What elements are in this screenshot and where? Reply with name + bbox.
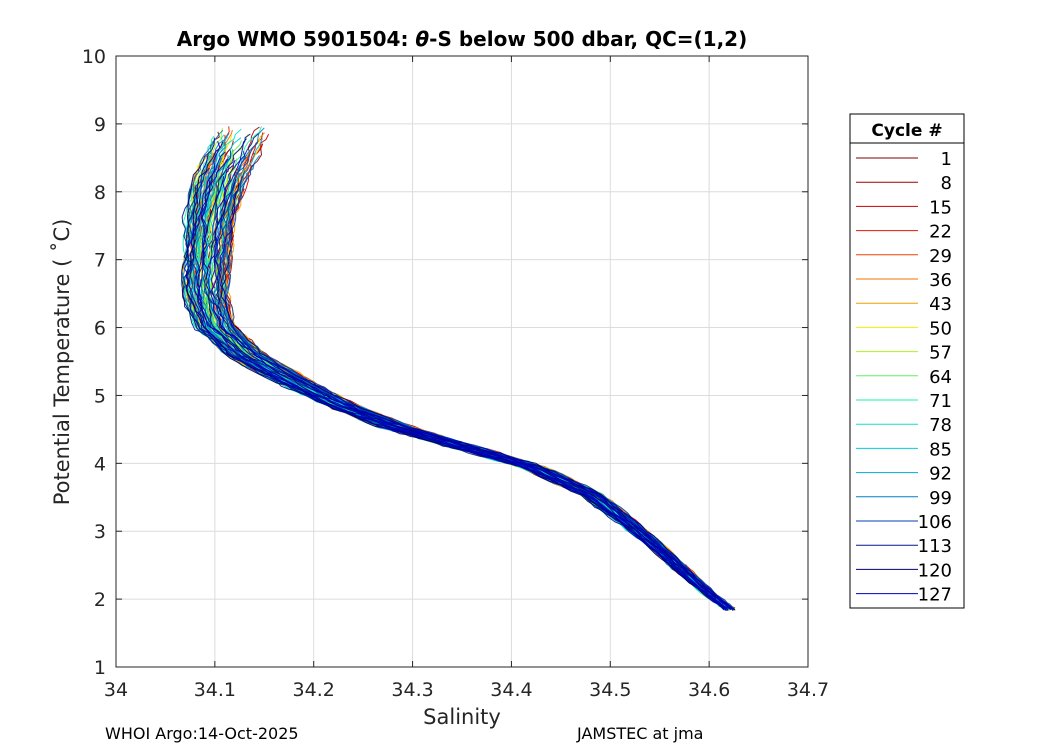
series-line-cycle <box>218 191 734 611</box>
legend-label: 43 <box>929 294 952 315</box>
x-tick-label: 34.3 <box>391 679 433 701</box>
x-tick-label: 34.7 <box>787 679 829 701</box>
legend-label: 8 <box>941 173 952 194</box>
series-line-cycle <box>190 141 727 611</box>
legend-label: 57 <box>929 343 952 364</box>
series-line-cycle <box>193 151 729 611</box>
footer-credit: JAMSTEC at jma <box>577 724 704 743</box>
y-axis-label: Potential Temperature ( ˚C) <box>50 219 74 506</box>
footer-source: WHOI Argo:14-Oct-2025 <box>105 724 299 743</box>
legend-label: 1 <box>941 149 952 170</box>
legend-label: 78 <box>929 415 952 436</box>
y-tick-label: 5 <box>94 385 106 407</box>
legend-box <box>849 113 965 609</box>
legend-label: 92 <box>929 464 952 485</box>
x-tick-label: 34 <box>104 679 128 701</box>
legend-label: 106 <box>918 512 952 533</box>
legend-label: 120 <box>918 560 952 581</box>
legend-label: 99 <box>929 488 952 509</box>
series-line-cycle <box>220 183 736 611</box>
legend-label: 29 <box>929 246 952 267</box>
legend-label: 113 <box>918 536 952 557</box>
legend: Cycle # 18152229364350576471788592991061… <box>849 113 965 609</box>
series-lines <box>180 126 736 611</box>
x-tick-label: 34.4 <box>490 679 532 701</box>
series-line-cycle <box>211 138 732 610</box>
legend-label: 71 <box>929 391 952 412</box>
y-axis-ticks: 1 2 3 4 5 6 7 8 9 10 <box>82 46 808 679</box>
series-line-cycle <box>208 159 732 610</box>
series-line-cycle <box>197 158 729 610</box>
plot-frame <box>115 55 809 668</box>
y-tick-label: 7 <box>94 250 106 272</box>
y-tick-label: 2 <box>94 589 106 611</box>
y-tick-label: 3 <box>94 521 106 543</box>
x-axis-ticks: 34 34.1 34.2 34.3 34.4 34.5 34.6 34.7 <box>104 56 829 701</box>
y-tick-label: 9 <box>94 114 106 136</box>
legend-label: 85 <box>929 439 952 460</box>
x-tick-label: 34.5 <box>589 679 631 701</box>
series-line-cycle <box>203 176 729 611</box>
y-tick-label: 6 <box>94 318 106 340</box>
legend-title: Cycle # <box>871 121 942 141</box>
legend-label: 22 <box>929 222 952 243</box>
legend-label: 15 <box>929 197 952 218</box>
series-line-cycle <box>185 154 726 610</box>
x-tick-label: 34.1 <box>194 679 236 701</box>
y-tick-label: 10 <box>82 46 106 68</box>
x-tick-label: 34.6 <box>688 679 730 701</box>
legend-label: 127 <box>918 585 952 606</box>
legend-label: 50 <box>929 318 952 339</box>
series-line-cycle <box>190 132 727 611</box>
legend-label: 64 <box>929 367 952 388</box>
x-axis-label: Salinity <box>423 705 501 729</box>
y-tick-label: 1 <box>94 657 106 679</box>
legend-items: 1 8 15 22 29 36 43 50 57 64 71 78 85 92 99 106 113 120 127 <box>856 149 952 606</box>
x-tick-label: 34.2 <box>293 679 335 701</box>
series-line-cycle <box>210 133 732 609</box>
chart-title: Argo WMO 5901504: θ-S below 500 dbar, QC… <box>177 27 747 51</box>
y-tick-label: 4 <box>94 453 106 475</box>
legend-label: 36 <box>929 270 952 291</box>
y-tick-label: 8 <box>94 182 106 204</box>
